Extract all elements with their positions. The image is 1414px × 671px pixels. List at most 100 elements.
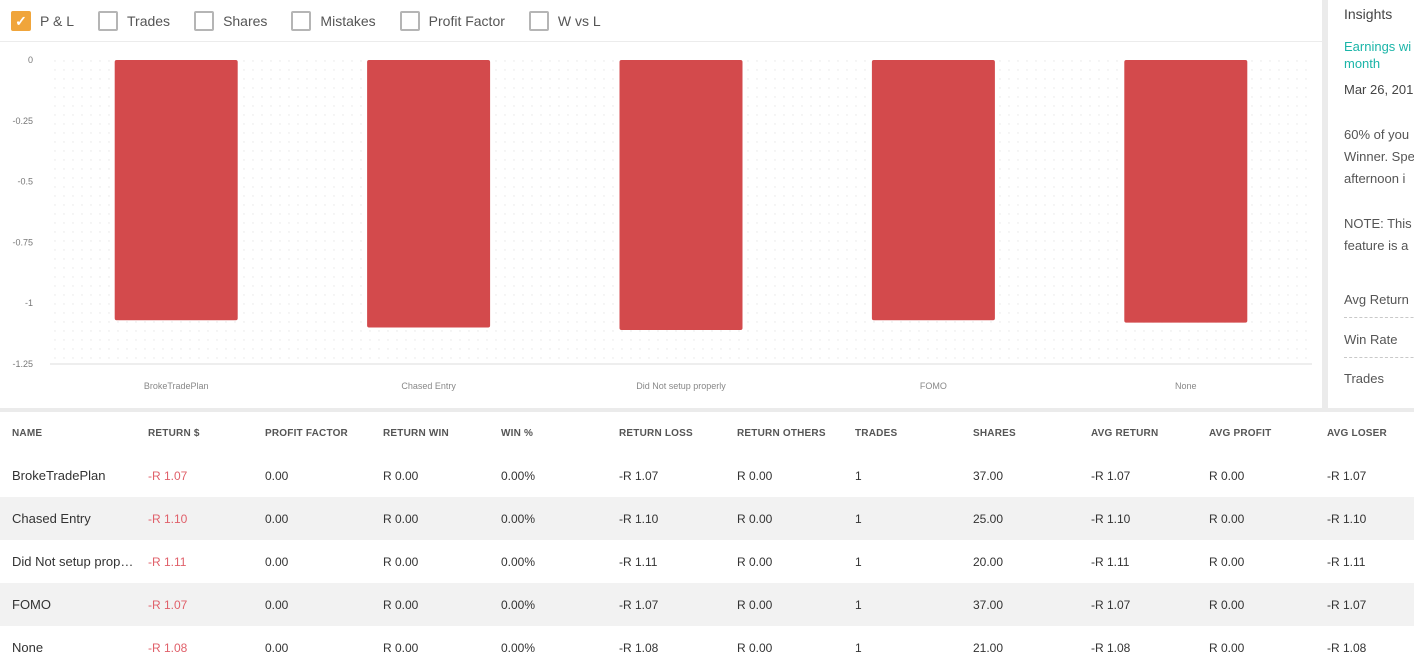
table-row[interactable]: None -R 1.08 0.00 R 0.00 0.00% -R 1.08 R 0.00 1… (0, 626, 1414, 669)
table-row[interactable]: BrokeTradePlan -R 1.07 0.00 R 0.00 0.00% -R 1… (0, 454, 1414, 497)
checkbox-icon[interactable] (98, 10, 118, 31)
insights-panel: Insights Earnings wi month Mar 26, 201 6… (1328, 0, 1414, 408)
table-cell: -R 1.07 (1079, 583, 1197, 626)
table-cell: R 0.00 (1209, 468, 1245, 483)
toggle-trades[interactable]: Trades (98, 10, 171, 31)
bar[interactable] (871, 60, 995, 321)
column-header[interactable]: AVG RETURN (1091, 427, 1159, 439)
table-cell: R 0.00 (383, 640, 419, 655)
insights-title: Insights (1344, 6, 1393, 22)
table-cell: R 0.00 (383, 468, 419, 483)
cell-name: BrokeTradePlan (12, 468, 106, 483)
insights-text-line: Winner. Spe (1344, 149, 1414, 164)
table-cell: -R 1.11 (619, 554, 658, 569)
y-tick-label: -0.5 (17, 177, 33, 187)
column-header[interactable]: PROFIT FACTOR (265, 427, 348, 439)
table-cell: 0.00 (265, 468, 289, 483)
toggle-shares[interactable]: Shares (194, 10, 267, 31)
chart-panel: ✓ P & L Trades Shares Mistakes Profit Fa… (0, 0, 1322, 408)
checkbox-checked-icon[interactable]: ✓ (11, 10, 31, 31)
y-tick-label: -0.75 (12, 237, 33, 247)
checkbox-icon[interactable] (399, 10, 420, 31)
bar[interactable] (1124, 60, 1248, 323)
table-cell: -R 1.07 (1091, 468, 1131, 483)
table-cell: R 0.00 (1209, 640, 1245, 655)
table-cell: -R 1.07 (136, 583, 253, 626)
table-cell: R 0.00 (383, 554, 419, 569)
column-header[interactable]: RETURN OTHERS (737, 427, 826, 439)
table-cell: 25.00 (961, 497, 1079, 540)
table-cell: -R 1.11 (148, 554, 187, 569)
x-tick-label: FOMO (920, 381, 947, 391)
cell-name: FOMO (0, 583, 136, 626)
table-cell: R 0.00 (725, 583, 843, 626)
toggle-label: Profit Factor (428, 12, 505, 29)
insights-text-line: feature is a (1344, 238, 1409, 253)
table-cell: 1 (855, 640, 862, 655)
x-tick-label: BrokeTradePlan (144, 381, 209, 391)
table-cell: -R 1.07 (619, 468, 659, 483)
table-cell: -R 1.10 (1315, 497, 1414, 540)
bar[interactable] (367, 60, 491, 328)
table-cell: -R 1.07 (148, 468, 188, 483)
insights-stat-win-rate: Win Rate (1344, 332, 1414, 358)
y-axis-ticks: 0 -0.25 -0.5 -0.75 -1 -1.25 (12, 55, 33, 369)
toggle-w-vs-l[interactable]: W vs L (528, 10, 601, 31)
column-header[interactable]: RETURN LOSS (619, 427, 693, 439)
column-header[interactable]: WIN % (501, 427, 534, 439)
checkbox-icon[interactable] (528, 10, 549, 31)
y-tick-label: -0.25 (12, 116, 33, 126)
insights-date: Mar 26, 201 (1344, 82, 1414, 97)
y-tick-label: 0 (28, 55, 33, 65)
x-tick-label: None (1175, 381, 1197, 391)
toggle-label: Trades (127, 12, 171, 29)
table-row[interactable]: FOMO -R 1.07 0.00 R 0.00 0.00% -R 1.07 R 0.00 1… (0, 583, 1414, 626)
cell-name: Chased Entry (0, 497, 136, 540)
table-cell: -R 1.07 (1327, 468, 1367, 483)
insights-text-line: NOTE: This (1344, 216, 1412, 231)
table-cell: 37.00 (973, 468, 1004, 483)
checkbox-icon[interactable] (291, 10, 312, 31)
y-tick-label: -1 (25, 298, 33, 308)
bar[interactable] (114, 60, 238, 321)
table-header-row: NAME RETURN $ PROFIT FACTOR RETURN WIN W… (0, 412, 1414, 454)
table-cell: R 0.00 (371, 497, 489, 540)
toggle-label: W vs L (557, 12, 601, 29)
table-cell: 0.00% (501, 468, 536, 483)
table-cell: 20.00 (973, 554, 1004, 569)
column-header[interactable]: AVG LOSER (1327, 427, 1387, 439)
cell-name: Did Not setup properly (12, 554, 136, 569)
table-cell: -R 1.08 (619, 640, 659, 655)
insights-stat-trades: Trades (1344, 371, 1384, 386)
insights-stat-avg-return: Avg Return (1344, 292, 1414, 318)
table-cell: -R 1.10 (607, 497, 725, 540)
pnl-bar-chart: 0 -0.25 -0.5 -0.75 -1 -1.25 BrokeTradePlan Cha… (12, 55, 1312, 391)
column-header[interactable]: SHARES (973, 427, 1016, 439)
table-row[interactable]: Did Not setup properly -R 1.11 0.00 R 0.00 0… (0, 540, 1414, 583)
table-cell: 37.00 (961, 583, 1079, 626)
table-row[interactable]: Chased Entry -R 1.10 0.00 R 0.00 0.00% -R 1.1… (0, 497, 1414, 540)
column-header[interactable]: RETURN WIN (383, 427, 449, 439)
checkbox-icon[interactable] (194, 10, 215, 31)
column-header[interactable]: NAME (12, 427, 43, 439)
x-tick-label: Chased Entry (401, 381, 456, 391)
column-header[interactable]: RETURN $ (148, 427, 200, 439)
table-cell: 1 (855, 468, 862, 483)
column-header[interactable]: AVG PROFIT (1209, 427, 1272, 439)
x-axis-ticks: BrokeTradePlan Chased Entry Did Not setup … (144, 381, 1197, 391)
toggle-pnl[interactable]: ✓ P & L (11, 10, 74, 31)
metric-toggle-bar: ✓ P & L Trades Shares Mistakes Profit Fa… (0, 0, 1322, 42)
y-tick-label: -1.25 (12, 359, 33, 369)
table-cell: -R 1.11 (1091, 554, 1130, 569)
bar[interactable] (619, 60, 743, 330)
mistakes-table: NAME RETURN $ PROFIT FACTOR RETURN WIN W… (0, 412, 1414, 669)
toggle-mistakes[interactable]: Mistakes (291, 10, 376, 31)
table-cell: -R 1.08 (1091, 640, 1131, 655)
toggle-profit-factor[interactable]: Profit Factor (399, 10, 505, 31)
table-cell: R 0.00 (371, 583, 489, 626)
insights-text-line: 60% of you (1344, 127, 1410, 142)
table-cell: -R 1.10 (136, 497, 253, 540)
insights-link[interactable]: Earnings wi month (1344, 39, 1412, 71)
table-cell: 1 (843, 583, 961, 626)
column-header[interactable]: TRADES (855, 427, 898, 439)
